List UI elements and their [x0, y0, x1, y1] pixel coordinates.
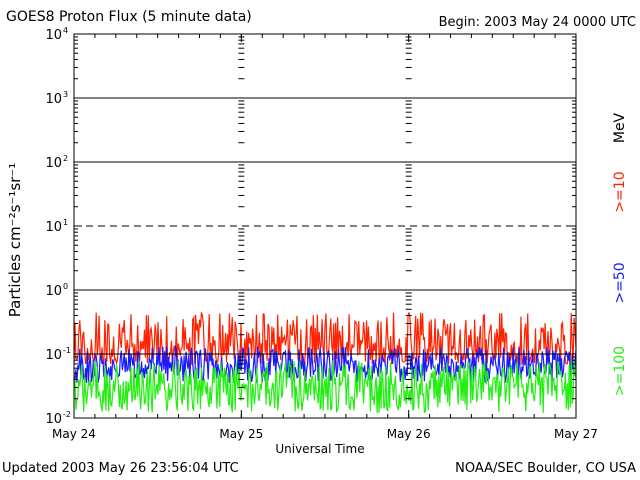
x-tick-label: May 27 — [554, 427, 598, 441]
y-tick-exponent: 1 — [63, 218, 68, 227]
series-line-ge100 — [73, 360, 577, 414]
y-tick-label: 10 — [45, 28, 62, 43]
y-tick-label: 10 — [45, 92, 62, 107]
y-tick-exponent: -1 — [63, 346, 71, 355]
y-axis-label: Particles cm⁻²s⁻¹sr⁻¹ — [6, 163, 24, 317]
y-tick-label: 10 — [45, 348, 62, 363]
y-tick-exponent: -2 — [63, 410, 71, 419]
x-tick-label: May 25 — [219, 427, 263, 441]
updated-timestamp: Updated 2003 May 26 23:56:04 UTC — [2, 461, 239, 476]
y-tick-exponent: 4 — [63, 26, 68, 35]
legend-entry: >=10 — [612, 171, 628, 212]
y-tick-label: 10 — [45, 284, 62, 299]
y-tick-label: 10 — [45, 220, 62, 235]
x-tick-label: May 26 — [387, 427, 431, 441]
x-axis-label: Universal Time — [275, 442, 365, 456]
y-tick-exponent: 3 — [63, 90, 68, 99]
legend-entry: >=100 — [612, 346, 628, 396]
series-line-ge10 — [73, 312, 577, 367]
y-tick-exponent: 2 — [63, 154, 68, 163]
y-tick-exponent: 0 — [63, 282, 68, 291]
y-tick-label: 10 — [45, 156, 62, 171]
legend-unit: MeV — [612, 112, 628, 143]
begin-date: Begin: 2003 May 24 0000 UTC — [438, 15, 636, 30]
y-tick-label: 10 — [45, 412, 62, 427]
chart-title: GOES8 Proton Flux (5 minute data) — [6, 9, 252, 25]
legend-entry: >=50 — [612, 262, 628, 303]
credit-text: NOAA/SEC Boulder, CO USA — [455, 461, 636, 476]
x-tick-label: May 24 — [52, 427, 96, 441]
series-line-ge50 — [73, 345, 577, 384]
